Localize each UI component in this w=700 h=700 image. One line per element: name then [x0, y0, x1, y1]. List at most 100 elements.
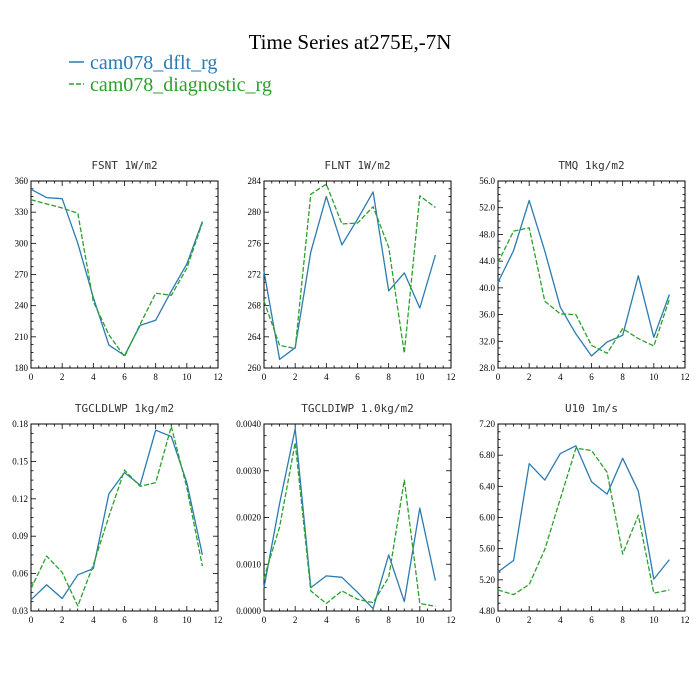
y-tick-label-flnt: 268 [248, 301, 262, 311]
x-tick-label-tgcldiwp: 8 [386, 615, 391, 625]
y-tick-label-fsnt: 300 [15, 238, 29, 248]
x-tick-label-tmq: 0 [496, 372, 501, 382]
x-tick-label-tgcldlwp: 6 [122, 615, 127, 625]
series-line-diagnostic-tgcldiwp [263, 442, 436, 607]
series-line-dflt-tmq [497, 199, 671, 357]
y-tick-label-fsnt: 180 [15, 363, 29, 373]
x-tick-label-tgcldlwp: 10 [182, 615, 192, 625]
series-line-diagnostic-u10 [497, 447, 670, 596]
panel-tgcldiwp: TGCLDIWP 1.0kg/m2 0 2 4 6 8 10 12 0.0000 0.0010 0.… [236, 402, 455, 625]
y-tick-label-tmq: 36.0 [479, 310, 495, 320]
panel-fsnt: FSNT 1W/m2 0 2 4 6 8 10 12 180 210 240 270 300 330 360 [15, 159, 223, 382]
panel-title-tmq: TMQ 1kg/m2 [558, 159, 624, 172]
x-tick-label-flnt: 10 [415, 372, 425, 382]
x-tick-label-flnt: 0 [262, 372, 267, 382]
x-tick-label-u10: 2 [527, 615, 532, 625]
y-tick-label-u10: 6.80 [479, 450, 495, 460]
x-tick-label-fsnt: 2 [60, 372, 65, 382]
x-tick-label-tgcldiwp: 0 [262, 615, 267, 625]
x-tick-label-fsnt: 8 [153, 372, 158, 382]
y-tick-label-u10: 7.20 [479, 419, 495, 429]
x-tick-label-u10: 10 [649, 615, 659, 625]
y-tick-label-flnt: 264 [248, 332, 262, 342]
x-tick-label-tmq: 2 [527, 372, 532, 382]
x-tick-label-tgcldiwp: 12 [447, 615, 456, 625]
y-tick-label-tmq: 32.0 [479, 336, 495, 346]
legend-label-diagnostic: cam078_diagnostic_rg [90, 74, 272, 96]
x-tick-label-flnt: 12 [447, 372, 456, 382]
series-line-dflt-tgcldlwp [30, 429, 204, 601]
x-tick-label-fsnt: 12 [214, 372, 223, 382]
x-tick-label-tgcldlwp: 8 [153, 615, 158, 625]
y-tick-label-fsnt: 240 [15, 301, 29, 311]
panel-title-u10: U10 1m/s [565, 402, 618, 415]
panel-tmq: TMQ 1kg/m2 0 2 4 6 8 10 12 28.0 32.0 36.0 40.0 44.0 4… [479, 159, 689, 382]
x-tick-label-tgcldiwp: 10 [415, 615, 425, 625]
x-tick-label-tgcldlwp: 2 [60, 615, 65, 625]
x-tick-label-tgcldlwp: 4 [91, 615, 96, 625]
figure-title: Time Series at275E,-7N [249, 30, 452, 54]
series-line-diagnostic-fsnt [30, 199, 204, 358]
y-tick-label-flnt: 272 [248, 270, 262, 280]
x-tick-label-fsnt: 4 [91, 372, 96, 382]
y-tick-label-tmq: 28.0 [479, 363, 495, 373]
series-line-dflt-u10 [497, 445, 670, 580]
x-tick-label-flnt: 6 [355, 372, 360, 382]
y-tick-label-tmq: 48.0 [479, 229, 495, 239]
y-tick-label-u10: 6.40 [479, 481, 495, 491]
plot-frame-flnt [263, 180, 452, 369]
x-tick-label-tgcldlwp: 0 [29, 615, 34, 625]
x-tick-label-tgcldiwp: 6 [355, 615, 360, 625]
y-tick-label-fsnt: 360 [15, 176, 29, 186]
y-tick-label-flnt: 260 [248, 363, 262, 373]
y-tick-label-tgcldlwp: 0.18 [12, 419, 28, 429]
x-tick-label-tmq: 8 [620, 372, 625, 382]
y-tick-label-flnt: 276 [248, 238, 262, 248]
panel-flnt: FLNT 1W/m2 0 2 4 6 8 10 12 260 264 268 272 276 280 284 [248, 159, 456, 382]
y-tick-label-fsnt: 330 [15, 207, 29, 217]
y-tick-label-tmq: 44.0 [479, 256, 495, 266]
plot-frame-tgcldiwp [263, 423, 452, 612]
legend: cam078_dflt_rg cam078_diagnostic_rg [69, 52, 272, 96]
y-tick-label-tmq: 56.0 [479, 176, 495, 186]
y-tick-label-tgcldlwp: 0.15 [12, 456, 28, 466]
y-tick-label-tgcldiwp: 0.0040 [236, 419, 261, 429]
y-tick-label-tmq: 52.0 [479, 203, 495, 213]
y-tick-label-tmq: 40.0 [479, 283, 495, 293]
series-line-dflt-flnt [263, 191, 437, 361]
x-tick-label-tgcldlwp: 12 [214, 615, 223, 625]
x-tick-label-fsnt: 10 [182, 372, 192, 382]
x-tick-label-tmq: 12 [681, 372, 690, 382]
panel-title-tgcldiwp: TGCLDIWP 1.0kg/m2 [301, 402, 414, 415]
y-tick-label-flnt: 280 [248, 207, 262, 217]
x-tick-label-u10: 8 [620, 615, 625, 625]
x-tick-label-tmq: 4 [558, 372, 563, 382]
y-tick-label-tgcldlwp: 0.12 [12, 494, 28, 504]
x-tick-label-tgcldiwp: 4 [324, 615, 329, 625]
y-tick-label-tgcldlwp: 0.03 [12, 606, 28, 616]
x-tick-label-fsnt: 6 [122, 372, 127, 382]
x-tick-label-fsnt: 0 [29, 372, 34, 382]
series-line-diagnostic-tgcldlwp [30, 425, 204, 607]
y-tick-label-tgcldiwp: 0.0010 [236, 559, 261, 569]
x-tick-label-tmq: 10 [649, 372, 659, 382]
y-tick-label-flnt: 284 [248, 176, 262, 186]
series-line-diagnostic-flnt [263, 183, 436, 354]
x-tick-label-u10: 12 [681, 615, 690, 625]
x-tick-label-tgcldiwp: 2 [293, 615, 298, 625]
y-tick-label-u10: 5.60 [479, 544, 495, 554]
x-tick-label-flnt: 8 [386, 372, 391, 382]
y-tick-label-tgcldlwp: 0.09 [12, 531, 28, 541]
y-tick-label-fsnt: 270 [15, 270, 29, 280]
panel-title-tgcldlwp: TGCLDLWP 1kg/m2 [75, 402, 174, 415]
y-tick-label-tgcldiwp: 0.0000 [236, 606, 261, 616]
series-line-diagnostic-tmq [497, 227, 671, 354]
y-tick-label-tgcldiwp: 0.0020 [236, 513, 261, 523]
y-tick-label-tgcldlwp: 0.06 [12, 569, 28, 579]
y-tick-label-tgcldiwp: 0.0030 [236, 466, 261, 476]
plot-frame-u10 [497, 423, 686, 612]
legend-label-dflt: cam078_dflt_rg [90, 52, 217, 74]
x-tick-label-tmq: 6 [589, 372, 594, 382]
x-tick-label-u10: 4 [558, 615, 563, 625]
